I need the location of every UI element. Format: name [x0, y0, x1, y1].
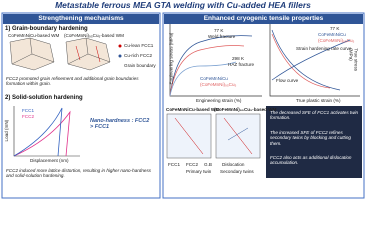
- nanoindent-plot: [13, 106, 80, 157]
- axis-label: Load (mN): [4, 119, 10, 142]
- legend-entry: FCC2: [186, 162, 198, 167]
- bullet-box: [266, 106, 362, 178]
- annotation: Weld fracture: [208, 34, 236, 39]
- annotation: 77 K: [330, 26, 340, 31]
- artwork: [1, 12, 365, 199]
- panel-header: Enhanced cryogenic tensile properties: [164, 14, 363, 24]
- axis-label: True stress (MPa): [348, 48, 359, 72]
- title: Metastable ferrous MEA GTA welding with …: [55, 0, 311, 10]
- bullet: FCC2 induced more lattice distortion, re…: [6, 168, 152, 179]
- axis-label: True plastic strain (%): [296, 98, 341, 103]
- legend-entry: CoFeMnNiCu: [200, 76, 228, 81]
- annotation: HAZ fracture: [228, 62, 255, 67]
- section-heading: 2) Solid-solution hardening: [5, 95, 83, 101]
- legend-entry: Dislocation: [222, 162, 245, 167]
- tensile-plot: [169, 24, 360, 97]
- left-panel: [1, 12, 161, 199]
- annotation: 298 K: [232, 56, 245, 61]
- annotation: 77 K: [214, 28, 224, 33]
- bullet: The increased SFE of FCC2 refines second…: [270, 130, 351, 146]
- legend-entry: (CoFeMnNi)₉₅Cu₅: [318, 38, 355, 43]
- label: Grain boundary: [124, 63, 156, 68]
- annotation: Strain hardening rate curve: [296, 46, 352, 51]
- grain-sketch: [9, 37, 111, 71]
- label: Cu-rich FCC2: [124, 53, 153, 58]
- legend-entry: Primary twin: [186, 169, 212, 174]
- panel-header: Strengthening mechanisms: [3, 14, 159, 24]
- legend-entry: FCC2: [22, 114, 34, 119]
- note: Nano-hardness : FCC2 > FCC1: [90, 118, 150, 131]
- label: Cu-lean FCC1: [124, 43, 154, 48]
- legend-entry: G.B: [204, 162, 212, 167]
- legend-entry: Secondary twins: [220, 169, 254, 174]
- section-heading: 1) Grain-boundary hardening: [5, 26, 88, 32]
- graphical-abstract: Metastable ferrous MEA GTA welding with …: [0, 0, 366, 200]
- bullet: The decreased SFE of FCC1 activates twin…: [270, 110, 359, 121]
- axis-label: Engineering strain (%): [196, 98, 242, 103]
- annotation: Flow curve: [276, 78, 299, 83]
- axis-label: Engineering stress (MPa): [168, 32, 174, 85]
- axis-label: Displacement (nm): [30, 158, 69, 163]
- micro-sketch: [166, 113, 261, 159]
- bullet: FCC2 promoted grain refinement and addit…: [6, 76, 139, 87]
- legend-entry: (CoFeMnNi)₉₅Cu₅: [200, 82, 237, 87]
- right-panel: [162, 12, 365, 199]
- label: (CoFeMnNi)₉₅Cu₅-based WM: [214, 107, 277, 112]
- legend-entry: CoFeMnNiCu: [318, 32, 346, 37]
- label: (CoFeMnNi)₉₅Cu₅-based WM: [64, 33, 124, 38]
- label: CoFeMnNiCu-based WM: [166, 107, 220, 112]
- legend-entry: FCC1: [22, 108, 34, 113]
- label: CoFeMnNiCu-based WM: [8, 33, 60, 38]
- legend-entry: FCC1: [168, 162, 180, 167]
- bullet: FCC2 also acts as additional dislocation…: [270, 155, 352, 166]
